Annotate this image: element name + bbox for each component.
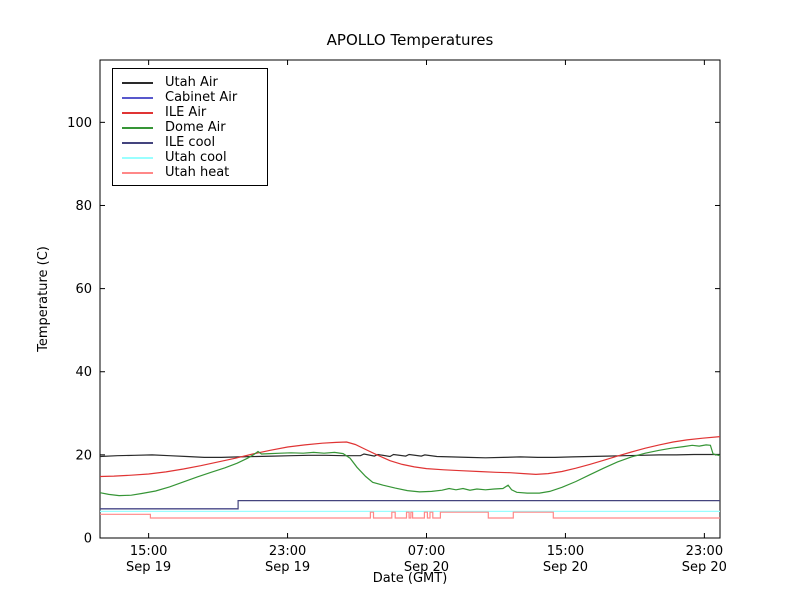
legend-item: Utah heat — [113, 165, 267, 180]
legend: Utah Air Cabinet Air ILE Air Dome Air ILE co… — [112, 68, 268, 186]
x-axis-label: Date (GMT) — [373, 571, 448, 586]
x-tick-label: Sep 19 — [265, 560, 310, 575]
x-tick-label: 23:00 — [686, 544, 723, 559]
x-tick-label: Sep 20 — [682, 560, 727, 575]
y-tick-label: 40 — [75, 365, 92, 380]
x-tick-label: 07:00 — [408, 544, 445, 559]
axis-ticks — [100, 60, 720, 539]
legend-line-sample — [122, 96, 153, 99]
legend-line-sample — [122, 126, 153, 129]
series-line-utah-heat — [100, 511, 720, 519]
legend-line-sample — [122, 171, 153, 174]
legend-line-sample — [122, 141, 153, 144]
legend-item: Utah cool — [113, 150, 267, 165]
legend-item: Cabinet Air — [113, 90, 267, 105]
legend-label: Cabinet Air — [165, 90, 238, 105]
x-tick-label: 23:00 — [269, 544, 306, 559]
legend-label: Utah heat — [165, 165, 230, 180]
legend-label: Dome Air — [165, 120, 226, 135]
legend-item: ILE cool — [113, 135, 267, 150]
x-tick-label: Sep 20 — [543, 560, 588, 575]
legend-label: ILE Air — [165, 105, 207, 120]
legend-line-sample — [122, 156, 153, 159]
x-tick-label: Sep 19 — [126, 560, 171, 575]
legend-item: Dome Air — [113, 120, 267, 135]
y-tick-label: 100 — [67, 116, 92, 131]
legend-line-sample — [122, 111, 153, 114]
chart-title: APOLLO Temperatures — [327, 31, 494, 49]
legend-item: ILE Air — [113, 105, 267, 120]
series-line-ile-air — [99, 436, 721, 478]
legend-item: Utah Air — [113, 75, 267, 90]
plot-area-border — [99, 59, 721, 539]
legend-label: Utah cool — [165, 150, 227, 165]
y-tick-label: 80 — [75, 199, 92, 214]
y-axis-label: Temperature (C) — [36, 246, 51, 353]
series-line-utah-air — [99, 453, 720, 459]
y-tick-label: 60 — [75, 282, 92, 297]
x-tick-label: 15:00 — [130, 544, 167, 559]
y-tick-label: 0 — [84, 532, 92, 547]
y-tick-label: 20 — [75, 448, 92, 463]
x-tick-label: Sep 20 — [404, 560, 449, 575]
legend-line-sample — [122, 81, 153, 84]
plot-lines — [99, 436, 721, 519]
legend-label: Utah Air — [165, 75, 218, 90]
legend-label: ILE cool — [165, 135, 216, 150]
series-line-dome-air — [99, 444, 721, 497]
series-line-ile-cool — [100, 500, 720, 510]
x-tick-label: 15:00 — [547, 544, 584, 559]
